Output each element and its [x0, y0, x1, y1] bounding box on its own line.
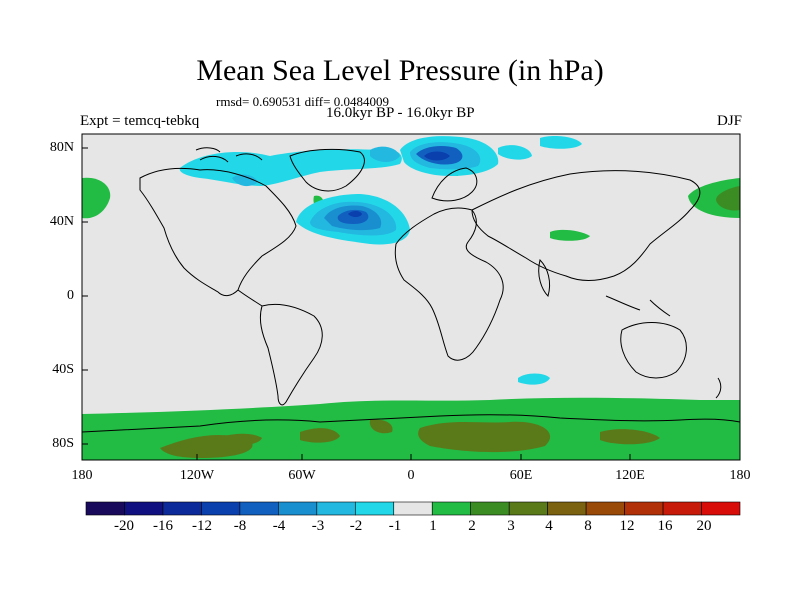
europe-africa-coast [394, 207, 504, 361]
colorbar-label: -4 [272, 518, 286, 534]
antarctica-coast [81, 414, 741, 433]
colorbar-swatch [701, 501, 741, 516]
se-asia-islands-coast [605, 295, 671, 317]
colorbar-swatch [470, 501, 510, 516]
colorbar-label: 4 [545, 518, 553, 534]
greenland-coast [289, 148, 365, 192]
colorbar-swatch [393, 501, 433, 516]
arctic-negative-patch [232, 174, 258, 187]
lon-label-120e: 120E [615, 468, 645, 483]
colorbar-swatch [508, 501, 548, 516]
colorbar-label: 12 [619, 518, 635, 534]
southern-ocean-negative-patch [518, 373, 550, 385]
stats-line: rmsd= 0.690531 diff= 0.0484009 [216, 94, 389, 109]
colorbar-label: -1 [388, 518, 402, 534]
pacific-positive-east-core [716, 186, 740, 211]
antarctic-anomaly-patch-2 [200, 433, 262, 446]
pacific-positive-west [82, 177, 111, 219]
period-label: 16.0kyr BP - 16.0kyr BP [326, 105, 475, 121]
australia-coast [620, 322, 687, 379]
central-america-coast [237, 289, 263, 307]
antarctic-anomaly-patch-6 [600, 429, 660, 445]
colorbar-swatch [124, 501, 164, 516]
map-title: Mean Sea Level Pressure (in hPa) [196, 54, 604, 87]
south-america-coast [259, 303, 323, 406]
india-coast [538, 259, 551, 297]
lon-label-120w: 120W [179, 468, 215, 483]
colorbar-label: -8 [233, 518, 247, 534]
siberia-negative-patch [498, 145, 532, 160]
colorbar-swatch [624, 501, 664, 516]
barents-low-core [424, 151, 450, 161]
lat-label-80s: 80S [52, 436, 74, 451]
colorbar-label: 3 [507, 518, 515, 534]
lat-label-40n: 40N [49, 214, 74, 229]
lat-label-40s: 40S [52, 362, 74, 377]
lon-label-0: 0 [407, 468, 415, 483]
colorbar-label: 1 [429, 518, 437, 534]
scandinavia-coast [431, 167, 478, 202]
colorbar-label: -2 [349, 518, 363, 534]
experiment-label: Expt = temcq-tebkq [80, 113, 200, 129]
lat-label-80n: 80N [49, 140, 74, 155]
lon-label-180w: 180 [71, 468, 93, 483]
antarctic-anomaly-patch-5 [418, 421, 551, 453]
lat-label-eq: 0 [67, 288, 74, 303]
colorbar [85, 501, 741, 516]
lon-label-60e: 60E [509, 468, 533, 483]
greenland-negative-patch [370, 146, 400, 162]
colorbar-swatch [547, 501, 587, 516]
colorbar-swatch [316, 501, 356, 516]
colorbar-swatch [278, 501, 318, 516]
colorbar-label: 16 [657, 518, 673, 534]
colorbar-swatch [354, 501, 395, 516]
antarctic-anomaly-patch-3 [300, 428, 340, 443]
lon-label-60w: 60W [288, 468, 316, 483]
coastlines [81, 147, 741, 433]
colorbar-swatch [585, 501, 625, 516]
colorbar-swatch [85, 501, 125, 516]
colorbar-swatch [201, 501, 241, 516]
lon-label-180e: 180 [729, 468, 751, 483]
colorbar-label: -16 [153, 518, 173, 534]
colorbar-label: -3 [311, 518, 325, 534]
atlantic-low-core [348, 211, 362, 217]
north-america-coast [139, 167, 297, 297]
colorbar-label: -20 [114, 518, 134, 534]
arctic-negative-patch-east [540, 136, 582, 149]
colorbar-label: 20 [696, 518, 712, 534]
axis-ticks [82, 147, 631, 460]
new-zealand-coast [715, 377, 722, 399]
colorbar-label: -12 [192, 518, 212, 534]
season-label: DJF [716, 113, 742, 129]
colorbar-label: 8 [584, 518, 592, 534]
colorbar-swatch [431, 501, 472, 516]
antarctic-anomaly-patch-4 [369, 419, 393, 434]
colorbar-swatch [162, 501, 202, 516]
asia-coast [471, 170, 701, 281]
colorbar-label: 2 [468, 518, 476, 534]
colorbar-swatch [662, 501, 702, 516]
colorbar-swatch [239, 501, 279, 516]
arctic-islands-coast [195, 147, 263, 163]
asia-positive-patch [550, 229, 590, 241]
